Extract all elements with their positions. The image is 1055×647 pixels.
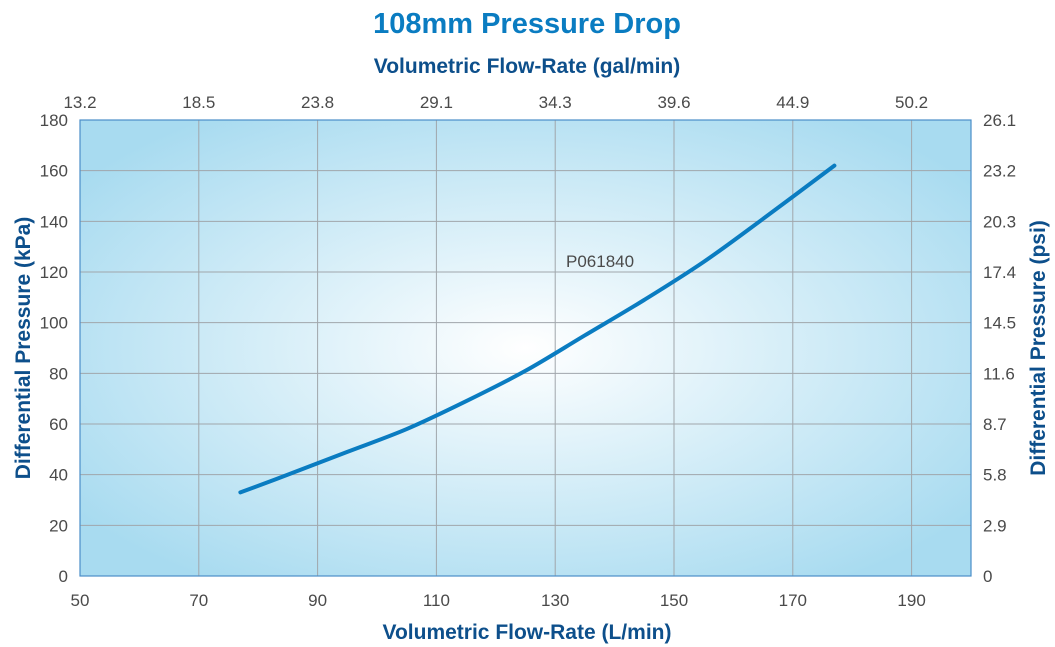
- y-tick-label: 180: [40, 111, 68, 130]
- y-right-tick-label: 20.3: [983, 212, 1016, 231]
- y-tick-label: 0: [59, 567, 68, 586]
- y-right-tick-label: 23.2: [983, 162, 1016, 181]
- y-right-tick-label: 5.8: [983, 466, 1007, 485]
- y-right-tick-label: 0: [983, 567, 992, 586]
- x-top-tick-label: 50.2: [895, 93, 928, 112]
- x-tick-label: 70: [189, 591, 208, 610]
- x-top-tick-label: 18.5: [182, 93, 215, 112]
- y-right-tick-label: 2.9: [983, 516, 1007, 535]
- x-tick-label: 130: [541, 591, 569, 610]
- y-right-tick-label: 8.7: [983, 415, 1007, 434]
- y-right-tick-label: 26.1: [983, 111, 1016, 130]
- x-tick-label: 190: [897, 591, 925, 610]
- y-right-tick-label: 11.6: [983, 364, 1015, 383]
- chart-title: 108mm Pressure Drop: [373, 8, 681, 40]
- x-top-tick-label: 34.3: [539, 93, 572, 112]
- y-tick-label: 140: [40, 212, 68, 231]
- y-tick-label: 120: [40, 263, 68, 282]
- x-top-tick-label: 13.2: [63, 93, 96, 112]
- x-tick-label: 150: [660, 591, 688, 610]
- y-tick-label: 20: [49, 516, 68, 535]
- x-top-tick-label: 39.6: [657, 93, 690, 112]
- x-top-tick-label: 23.8: [301, 93, 334, 112]
- y-tick-label: 100: [40, 314, 68, 333]
- y-right-tick-label: 17.4: [983, 263, 1016, 282]
- y-tick-label: 60: [49, 415, 68, 434]
- plot-area: [80, 120, 971, 576]
- y-left-axis-title: Differential Pressure (kPa): [12, 217, 35, 480]
- series-annotation: P061840: [566, 252, 634, 271]
- y-right-tick-label: 14.5: [983, 314, 1016, 333]
- series-line-p061840: [238, 163, 837, 495]
- x-tick-label: 50: [71, 591, 90, 610]
- x-tick-label: 90: [308, 591, 327, 610]
- x-tick-label: 170: [779, 591, 807, 610]
- x-top-axis-title: Volumetric Flow-Rate (gal/min): [374, 55, 680, 78]
- x-bottom-axis-title: Volumetric Flow-Rate (L/min): [383, 621, 672, 644]
- y-right-axis-title: Differential Pressure (psi): [1027, 220, 1050, 476]
- y-tick-label: 40: [49, 466, 68, 485]
- x-tick-label: 110: [423, 591, 450, 610]
- y-tick-label: 160: [40, 162, 68, 181]
- tick-labels: 50 13.2 70 18.5 90 23.8 110 29.1 130 34.3 150 39.6 1…: [40, 93, 1016, 610]
- x-top-tick-label: 29.1: [420, 93, 453, 112]
- x-top-tick-label: 44.9: [776, 93, 809, 112]
- plot-frame: [79, 119, 972, 577]
- y-tick-label: 80: [49, 364, 68, 383]
